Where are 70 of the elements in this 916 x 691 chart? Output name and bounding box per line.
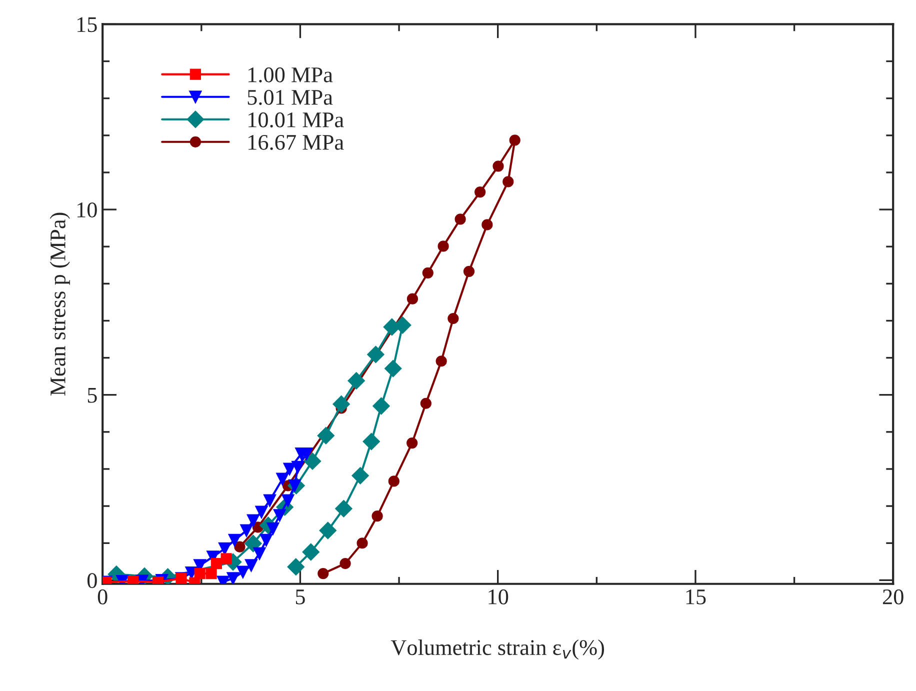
- y-tick-label: 5: [88, 388, 97, 403]
- point: [474, 186, 486, 198]
- point: [319, 522, 336, 540]
- point: [463, 266, 475, 277]
- point: [335, 500, 352, 518]
- point: [292, 460, 304, 474]
- x-tick-label: 0: [98, 589, 108, 604]
- point: [340, 558, 351, 570]
- point: [283, 462, 296, 476]
- point: [492, 160, 504, 172]
- legend-label: 1.00 MPa: [248, 67, 333, 82]
- point: [206, 568, 217, 580]
- legend-label: 10.01 MPa: [248, 112, 344, 128]
- x-tick-label: 10: [488, 589, 508, 604]
- point: [384, 360, 402, 378]
- point: [448, 312, 459, 324]
- point: [372, 510, 383, 522]
- point: [332, 396, 350, 413]
- point: [236, 566, 250, 578]
- point: [276, 472, 289, 486]
- point: [318, 568, 329, 580]
- point: [220, 553, 232, 564]
- point: [509, 134, 520, 146]
- point: [388, 476, 400, 487]
- point: [282, 494, 294, 507]
- point: [244, 534, 262, 552]
- point: [226, 572, 240, 584]
- point: [438, 240, 449, 252]
- legend-label: 5.01 MPa: [248, 90, 333, 105]
- point: [348, 372, 365, 390]
- point: [367, 346, 384, 364]
- point: [302, 543, 320, 561]
- point: [352, 467, 369, 484]
- point: [436, 356, 447, 367]
- point: [317, 427, 334, 444]
- x-tick-label: 5: [296, 590, 305, 604]
- point: [218, 542, 231, 555]
- point: [362, 433, 380, 450]
- point: [260, 534, 272, 546]
- point: [246, 514, 260, 527]
- y-tick-label: 10: [77, 202, 97, 218]
- point: [194, 568, 206, 580]
- x-axis-title: Volumetric strain ε$_{v}$(%): [390, 639, 604, 660]
- x-tick-label: 15: [686, 590, 706, 604]
- point: [228, 534, 241, 546]
- point: [502, 176, 514, 188]
- point: [406, 437, 418, 449]
- point: [482, 219, 493, 230]
- point: [234, 541, 246, 552]
- point: [287, 558, 304, 576]
- point: [356, 538, 368, 549]
- point: [210, 558, 222, 570]
- point: [372, 397, 390, 415]
- y-axis-title: Mean stress p (MPa): [50, 212, 70, 396]
- x-tick-label: 20: [882, 589, 904, 604]
- point: [273, 509, 286, 522]
- point: [304, 452, 322, 470]
- point: [253, 547, 266, 560]
- y-tick-label: 0: [87, 573, 97, 588]
- y-tick-label: 15: [77, 17, 97, 32]
- point: [422, 267, 434, 278]
- point: [264, 494, 276, 507]
- point: [420, 398, 432, 409]
- legend-label: 16.67 MPa: [248, 134, 344, 150]
- point: [240, 524, 253, 537]
- point: [406, 293, 418, 304]
- point: [244, 559, 258, 572]
- point: [255, 506, 268, 518]
- point: [394, 316, 412, 334]
- point: [454, 214, 466, 225]
